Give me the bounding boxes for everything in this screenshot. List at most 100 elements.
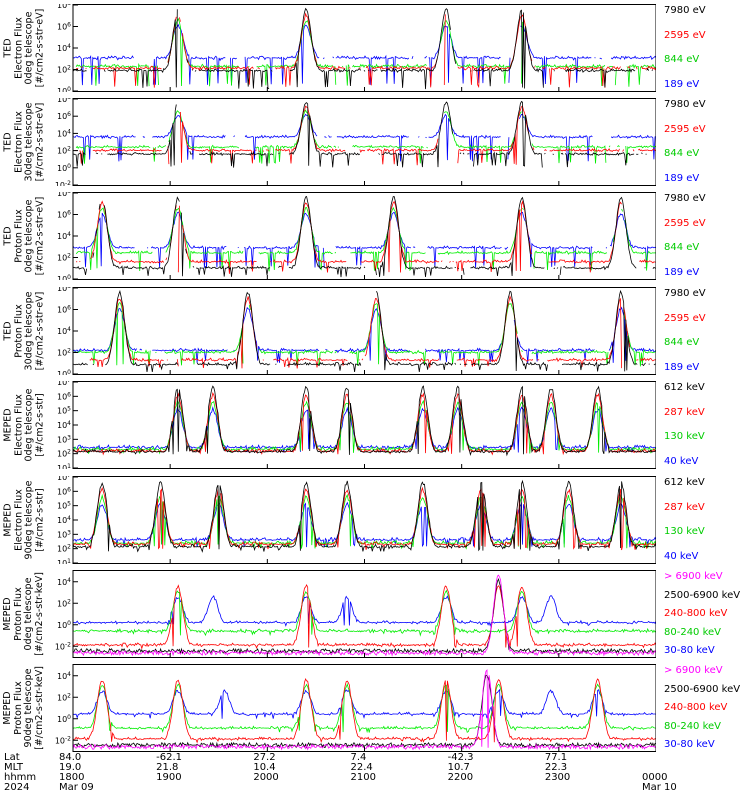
chart-plot: 108 106 104 102 100 10-2 xyxy=(55,94,657,190)
y-tick-label: 100 xyxy=(57,274,71,280)
series-trace xyxy=(75,109,657,164)
axes-frame xyxy=(72,381,657,469)
series-line xyxy=(89,295,657,369)
series-line xyxy=(72,195,657,278)
legend-entry: 7980 eV xyxy=(664,193,706,204)
series-line xyxy=(76,200,657,274)
y-tick-label: 107 xyxy=(57,476,71,482)
y-axis-label-line: 30deg telescope xyxy=(23,291,34,371)
series-trace xyxy=(89,295,657,369)
legend-entry: 612 keV xyxy=(664,382,705,393)
series-line xyxy=(72,302,657,367)
legend-entry: 7980 eV xyxy=(664,5,706,16)
series-trace xyxy=(76,200,657,274)
y-tick-label: 108 xyxy=(57,98,71,104)
x-tick-hhmm: 2000 xyxy=(253,772,279,783)
y-tick-label: 104 xyxy=(57,671,71,681)
legend: 7980 eV 2595 eV 844 eV 189 eV xyxy=(664,192,750,280)
y-tick-label: 104 xyxy=(57,577,71,587)
legend-entry: 2500-6900 keV xyxy=(664,589,741,601)
legend-entry: 844 eV xyxy=(664,54,700,66)
series-trace xyxy=(72,688,657,720)
legend-entry: 7980 eV xyxy=(664,288,706,299)
y-axis-label: TED Proton Flux 30deg telescope [#/cm2-s-st… xyxy=(2,287,46,375)
series-trace xyxy=(72,406,657,453)
chart-panel: MEPED Electron Flux 90deg telescope [#/cm2-… xyxy=(0,472,750,568)
series-trace xyxy=(72,479,657,553)
series-trace xyxy=(72,211,657,269)
x-tick-lat: -62.1 xyxy=(156,752,183,763)
x-tick-mlt: 21.8 xyxy=(156,762,179,773)
x-row-label-year: 2024 xyxy=(4,782,30,793)
legend-entry: 40 keV xyxy=(664,456,699,467)
y-tick-label: 101 xyxy=(57,463,71,469)
chart-panel: TED Proton Flux 0deg telescope [#/cm2-s-str… xyxy=(0,188,750,284)
y-tick-label: 106 xyxy=(57,22,71,32)
x-tick-mlt: 10.7 xyxy=(447,762,470,773)
legend-entry: 2595 eV xyxy=(664,123,706,135)
x-axis-annotation: Lat MLT hhmm 2024 84.0 19.0 1800 Mar 09 -62.… xyxy=(0,752,750,800)
legend-entry: > 6900 keV xyxy=(664,665,723,676)
y-tick-label: 106 xyxy=(57,305,71,315)
series-trace xyxy=(76,12,657,89)
axes-frame xyxy=(72,192,657,280)
y-axis-label-line: Electron Flux xyxy=(12,489,24,551)
y-axis-label-line: Electron Flux xyxy=(12,394,24,456)
legend-entry: 30-80 keV xyxy=(664,645,715,656)
chart-panel: TED Electron Flux 30deg telescope [#/cm2-s-… xyxy=(0,94,750,190)
series-trace xyxy=(72,677,657,744)
legend-entry: 130 keV xyxy=(664,431,705,443)
series-line xyxy=(72,669,657,751)
series-trace xyxy=(72,391,657,456)
legend-entry: 2595 eV xyxy=(664,312,706,324)
y-tick-label: 105 xyxy=(57,501,71,511)
legend-entry: 30-80 keV xyxy=(664,739,715,750)
x-tick-lat: 27.2 xyxy=(253,752,276,763)
legend-entry: 80-240 keV xyxy=(664,720,722,732)
series-line xyxy=(72,306,657,364)
series-line xyxy=(72,674,657,749)
series-trace xyxy=(72,385,657,457)
series-line xyxy=(72,688,657,720)
x-tick-lat: 77.1 xyxy=(544,752,568,763)
y-tick-label: 104 xyxy=(57,420,71,430)
series-trace xyxy=(72,669,657,751)
y-axis-label-line: 90deg telescope xyxy=(23,480,34,560)
series-trace xyxy=(72,486,657,551)
x-tick-mlt: 19.0 xyxy=(59,762,82,773)
y-tick-label: 102 xyxy=(57,598,71,608)
y-tick-label: 104 xyxy=(57,128,71,138)
y-tick-label: 102 xyxy=(57,544,71,554)
legend-entry: 240-800 keV xyxy=(664,608,728,619)
axes-frame xyxy=(72,570,657,658)
y-tick-label: 104 xyxy=(57,43,71,53)
legend-entry: 189 eV xyxy=(664,173,700,184)
y-tick-label: 102 xyxy=(57,449,71,459)
legend-entry: 189 eV xyxy=(664,362,700,373)
legend: 7980 eV 2595 eV 844 eV 189 eV xyxy=(664,98,750,186)
series-trace xyxy=(72,289,657,373)
legend-entry: 2595 eV xyxy=(664,217,706,229)
x-tick-hhmm: 2300 xyxy=(544,772,571,783)
y-tick-label: 103 xyxy=(57,529,71,539)
series-line xyxy=(75,109,657,164)
y-tick-label: 101 xyxy=(57,558,71,564)
series-trace xyxy=(73,113,657,162)
y-tick-label: 100 xyxy=(57,163,71,173)
series-trace xyxy=(72,302,657,367)
y-axis-label: MEPED Proton Flux 0deg telescope [#/cm2-s-s… xyxy=(2,570,46,658)
y-tick-label: 100 xyxy=(57,620,71,630)
y-tick-label: 108 xyxy=(57,287,71,293)
legend: 7980 eV 2595 eV 844 eV 189 eV xyxy=(664,287,750,375)
y-tick-label: 104 xyxy=(57,515,71,525)
y-axis-label-line: MEPED xyxy=(2,503,13,537)
y-tick-label: 107 xyxy=(57,381,71,387)
y-tick-label: 105 xyxy=(57,406,71,416)
series-line xyxy=(72,577,657,655)
y-tick-label: 106 xyxy=(57,391,71,401)
chart-panel: TED Electron Flux 0deg telescope [#/cm2-s-s… xyxy=(0,0,750,96)
series-trace xyxy=(72,23,657,86)
series-trace xyxy=(72,594,657,628)
legend-entry: 130 keV xyxy=(664,526,705,538)
series-line xyxy=(72,289,657,373)
